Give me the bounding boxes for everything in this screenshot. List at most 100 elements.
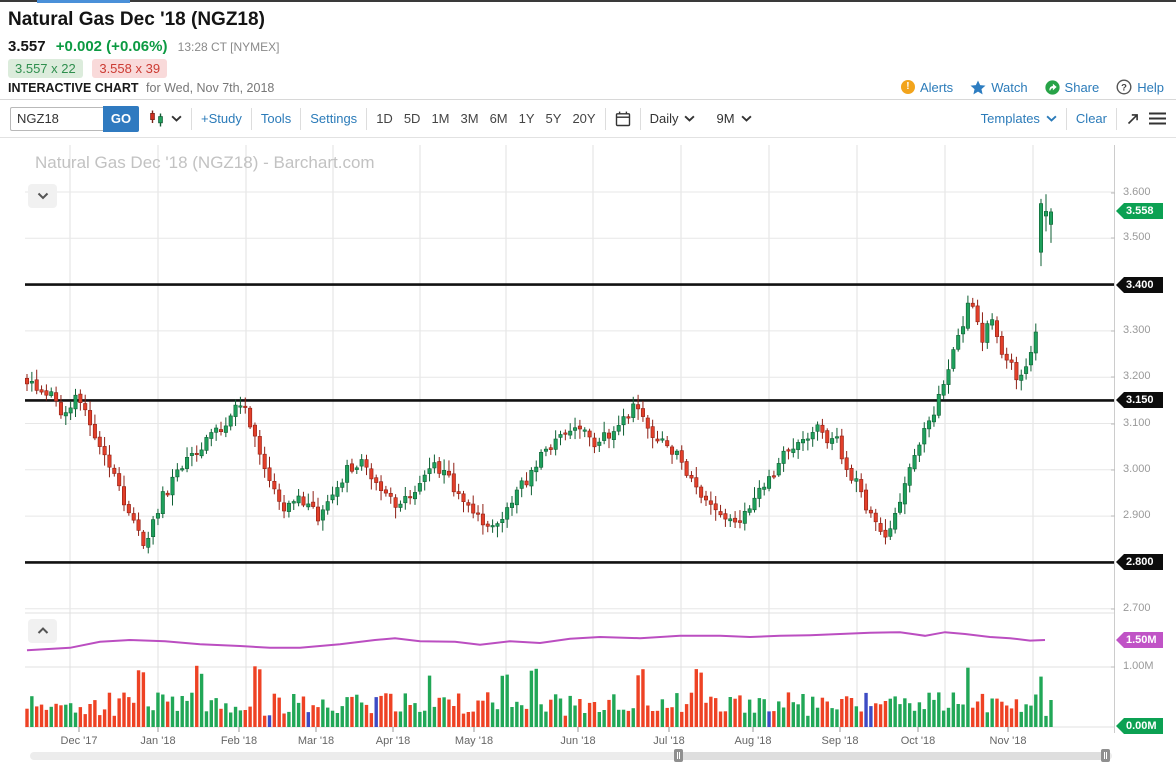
tools-button[interactable]: Tools <box>260 111 292 126</box>
candlestick <box>141 531 146 546</box>
period-button-5y[interactable]: 5Y <box>545 111 562 126</box>
period-button-1y[interactable]: 1Y <box>518 111 535 126</box>
volume-bar <box>903 698 907 727</box>
candlestick <box>922 428 927 445</box>
candlestick <box>49 391 54 396</box>
period-button-6m[interactable]: 6M <box>489 111 508 126</box>
candlestick <box>834 436 839 439</box>
candlestick <box>553 438 558 450</box>
candlestick <box>883 529 888 538</box>
volume-bar <box>224 703 228 727</box>
chart-canvas[interactable] <box>25 145 1115 737</box>
candlestick <box>1033 331 1038 354</box>
chart-scrollbar-thumb[interactable] <box>678 752 1110 760</box>
volume-bar <box>825 701 829 727</box>
pop-out-button[interactable] <box>1126 112 1140 126</box>
volume-bar <box>718 711 723 727</box>
candlestick <box>907 467 912 486</box>
alerts-button[interactable]: ! Alerts <box>900 80 953 95</box>
open-interest-line <box>26 631 1046 652</box>
volume-bar <box>170 696 175 727</box>
volume-bar <box>975 701 980 727</box>
scrollbar-right-handle[interactable] <box>1101 749 1110 762</box>
candlestick <box>893 512 898 530</box>
chart-scrollbar-track[interactable] <box>30 752 1112 760</box>
volume-bar <box>971 707 975 727</box>
candlestick <box>262 453 267 470</box>
volume-bar <box>646 705 650 727</box>
period-button-3m[interactable]: 3M <box>460 111 479 126</box>
volume-bar <box>1009 708 1014 727</box>
clear-button[interactable]: Clear <box>1075 111 1107 126</box>
month-axis-label: May '18 <box>454 735 494 747</box>
volume-bar <box>621 709 626 727</box>
volume-bar <box>374 697 378 727</box>
candlestick <box>781 450 786 464</box>
bid-ask-row: 3.557 x 22 3.558 x 39 <box>8 59 173 78</box>
volume-bar <box>83 714 87 727</box>
volume-bar <box>151 710 155 727</box>
candlestick <box>606 432 611 439</box>
add-study-button[interactable]: +Study <box>201 111 242 126</box>
share-button[interactable]: Share <box>1044 80 1099 95</box>
settings-button[interactable]: Settings <box>310 111 358 126</box>
candlestick <box>936 393 941 416</box>
volume-bar <box>204 711 209 727</box>
candlestick <box>44 390 49 396</box>
scrollbar-left-handle[interactable] <box>674 749 683 762</box>
collapse-volume-pane-button[interactable] <box>28 619 57 643</box>
volume-bar <box>243 710 247 727</box>
candlestick <box>723 513 728 520</box>
volume-bar <box>442 697 446 727</box>
candlestick <box>679 450 684 463</box>
volume-bar <box>883 701 888 727</box>
candlestick <box>374 477 379 483</box>
templates-dropdown[interactable]: Templates <box>981 111 1057 126</box>
volume-bar <box>815 707 820 727</box>
frequency-dropdown[interactable]: Daily <box>650 111 696 126</box>
volume-bar <box>44 709 49 727</box>
volume-bar <box>301 696 306 727</box>
candlestick <box>223 425 228 433</box>
candlestick <box>820 424 825 433</box>
volume-bar <box>253 666 257 727</box>
candlestick <box>131 513 136 521</box>
watch-button[interactable]: Watch <box>970 80 1028 95</box>
range-dropdown[interactable]: 9M <box>716 111 752 126</box>
candlestick <box>912 455 917 470</box>
candlestick <box>718 511 723 516</box>
period-button-5d[interactable]: 5D <box>403 111 421 126</box>
candlestick <box>403 496 408 504</box>
volume-bar <box>107 692 112 727</box>
candlestick <box>466 502 471 506</box>
price-axis-label: 3.600 <box>1123 186 1151 198</box>
candlestick <box>587 430 592 438</box>
candlestick <box>674 450 679 455</box>
symbol-input[interactable] <box>10 106 103 131</box>
volume-bar <box>898 704 902 727</box>
period-button-20y[interactable]: 20Y <box>572 111 596 126</box>
calendar-button[interactable] <box>615 111 631 127</box>
volume-bar <box>165 701 170 727</box>
chart-type-selector[interactable] <box>148 110 182 127</box>
candlestick <box>868 509 873 514</box>
go-button[interactable]: GO <box>103 105 139 132</box>
collapse-price-pane-button[interactable] <box>28 184 57 208</box>
period-button-1d[interactable]: 1D <box>376 111 393 126</box>
calendar-icon <box>615 111 630 126</box>
expand-arrow-icon <box>1127 113 1138 124</box>
menu-button[interactable] <box>1149 112 1166 125</box>
candlestick <box>757 487 762 499</box>
candlestick <box>771 475 776 478</box>
candlestick <box>393 497 398 508</box>
candlestick <box>670 446 675 455</box>
candlestick <box>291 501 296 504</box>
candlestick <box>1014 362 1019 381</box>
volume-bar <box>835 709 839 727</box>
volume-bar <box>927 692 931 727</box>
volume-bar <box>966 667 970 727</box>
candlestick <box>146 537 151 548</box>
period-button-1m[interactable]: 1M <box>431 111 450 126</box>
separator <box>366 107 368 130</box>
help-button[interactable]: ? Help <box>1116 79 1164 95</box>
